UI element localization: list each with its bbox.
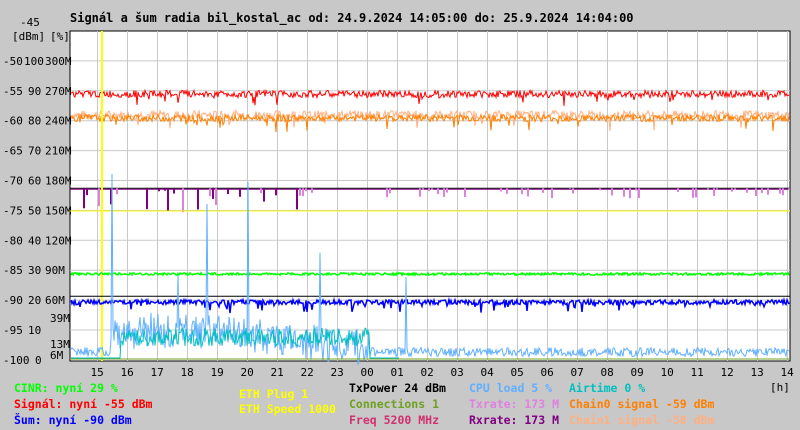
y-unit-pct: [%] — [50, 30, 70, 43]
y-tick-dbm: -50 — [3, 55, 23, 68]
y-tick-rate: 270M — [45, 85, 72, 98]
x-tick-label: 17 — [151, 366, 164, 379]
y-tick-dbm: -90 — [3, 294, 23, 307]
x-tick-label: 19 — [211, 366, 224, 379]
x-tick-label: 06 — [541, 366, 554, 379]
series-cpu — [70, 173, 790, 365]
y-tick-rate-extra: 6M — [50, 349, 64, 362]
x-tick-label: 02 — [421, 366, 434, 379]
y-tick-pct: 90 — [28, 85, 41, 98]
y-tick-rate-extra: 13M — [50, 338, 70, 351]
y-tick-dbm: -95 — [3, 324, 23, 337]
x-tick-label: 10 — [661, 366, 674, 379]
y-tick-pct: 60 — [28, 175, 41, 188]
y-tick-rate: 90M — [45, 264, 65, 277]
series-cinr — [70, 271, 790, 277]
legend-signal: Signál: nyní -55 dBm — [14, 397, 153, 411]
x-tick-label: 20 — [241, 366, 254, 379]
legend-txpower: TxPower 24 dBm — [349, 381, 446, 395]
chart-title: Signál a šum radia bil_kostal_ac od: 24.… — [70, 11, 634, 25]
legend-cinr: CINR: nyní 29 % — [14, 381, 118, 395]
x-tick-label: 12 — [721, 366, 734, 379]
y-tick-dbm: -75 — [3, 204, 23, 217]
y-tick-dbm: -100 — [3, 354, 30, 367]
x-tick-label: 18 — [181, 366, 194, 379]
x-tick-label: 22 — [301, 366, 314, 379]
y-tick-rate: 300M — [45, 55, 72, 68]
y-tick-rate: 210M — [45, 145, 72, 158]
y-tick-rate: 150M — [45, 204, 72, 217]
legend-eth-speed: ETH Speed 1000 — [239, 402, 336, 416]
x-tick-label: 14 — [781, 366, 795, 379]
x-tick-label: 07 — [571, 366, 584, 379]
x-tick-label: 09 — [631, 366, 644, 379]
x-tick-label: 23 — [331, 366, 344, 379]
series-noise — [70, 296, 790, 314]
legend-airtime: Airtime 0 % — [569, 381, 646, 395]
legend-chain1: Chain1 signal -58 dBm — [569, 413, 715, 427]
y-tick-pct: 50 — [28, 204, 41, 217]
y-tick-dbm: -70 — [3, 175, 23, 188]
y-tick-pct: 100 — [24, 55, 44, 68]
y-tick-dbm: -80 — [3, 234, 23, 247]
y-tick-pct: 40 — [28, 234, 41, 247]
y-tick-rate: 240M — [45, 115, 72, 128]
x-tick-label: 01 — [391, 366, 404, 379]
y-tick-pct: 70 — [28, 145, 41, 158]
legend-noise: Šum: nyní -90 dBm — [14, 413, 132, 427]
y-tick-dbm: -65 — [3, 145, 23, 158]
y-tick-dbm: -55 — [3, 85, 23, 98]
y-tick-dbm: -60 — [3, 115, 23, 128]
y-tick-rate: 180M — [45, 175, 72, 188]
y-tick-rate-extra: 39M — [50, 312, 70, 325]
y-tick-dbm: -85 — [3, 264, 23, 277]
series-chain0 — [70, 112, 790, 133]
legend-cpu: CPU load 5 % — [469, 381, 553, 395]
plot-area — [69, 30, 791, 362]
legend-rxrate: Rxrate: 173 M — [469, 413, 560, 427]
legend-freq: Freq 5200 MHz — [349, 413, 440, 427]
y-tick-dbm: -45 — [20, 16, 40, 29]
y-tick-pct: 30 — [28, 264, 41, 277]
x-tick-label: 16 — [121, 366, 134, 379]
x-tick-label: 04 — [481, 366, 495, 379]
y-tick-rate: 120M — [45, 234, 72, 247]
series-signal — [70, 88, 790, 106]
legend-connections: Connections 1 — [349, 397, 440, 411]
y-tick-pct: 20 — [28, 294, 41, 307]
x-tick-label: 21 — [271, 366, 284, 379]
x-tick-label: 11 — [691, 366, 704, 379]
y-tick-rate: 60M — [45, 294, 65, 307]
y-tick-pct: 80 — [28, 115, 41, 128]
x-axis-label: [h] — [770, 381, 790, 394]
y-tick-pct: 0 — [35, 354, 42, 367]
legend-eth-plug: ETH Plug 1 — [239, 387, 309, 401]
x-tick-label: 08 — [601, 366, 614, 379]
legend-txrate: Txrate: 173 M — [469, 397, 560, 411]
x-tick-label: 15 — [91, 366, 104, 379]
series-airtime — [71, 326, 399, 359]
x-tick-label: 05 — [511, 366, 524, 379]
y-tick-pct: 10 — [28, 324, 41, 337]
x-tick-label: 13 — [751, 366, 764, 379]
y-unit-dbm: [dBm] — [12, 30, 45, 43]
x-tick-label: 00 — [361, 366, 374, 379]
legend-chain0: Chain0 signal -59 dBm — [569, 397, 715, 411]
x-tick-label: 03 — [451, 366, 464, 379]
